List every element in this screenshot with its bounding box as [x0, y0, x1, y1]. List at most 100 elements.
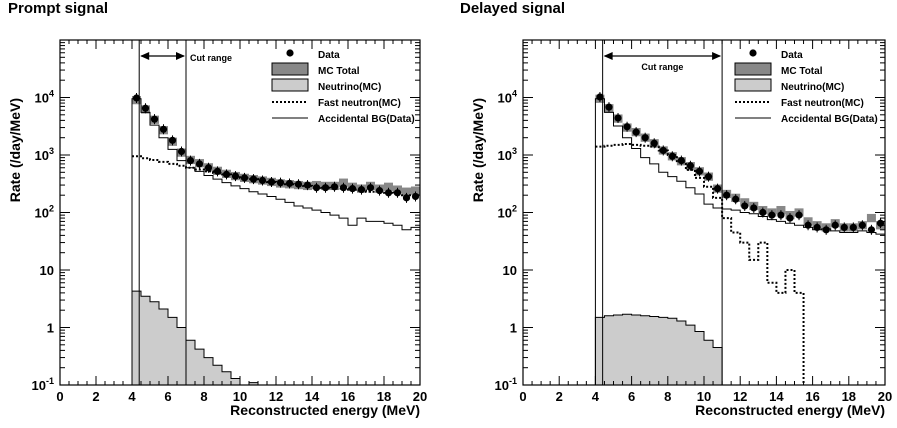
y-tick-exponent: 2 — [49, 204, 54, 214]
legend-data-marker — [286, 49, 294, 57]
cut-range-arrowhead-left — [140, 52, 150, 60]
accidental-bg-histogram — [594, 98, 885, 385]
x-tick-label: 12 — [733, 389, 747, 404]
mc-total-bin — [384, 182, 393, 191]
y-tick-exponent: 2 — [512, 204, 517, 214]
x-axis-title: Reconstructed energy (MeV) — [230, 402, 420, 418]
data-point — [632, 128, 640, 136]
data-series — [596, 92, 885, 235]
y-tick-label: 104 — [35, 89, 54, 106]
data-point — [840, 223, 848, 232]
data-point — [285, 179, 294, 188]
data-point — [623, 123, 631, 131]
legend-label: Neutrino(MC) — [318, 82, 381, 93]
y-tick-base: 10 — [40, 263, 54, 278]
x-tick-label: 10 — [697, 389, 711, 404]
x-tick-label: 6 — [164, 389, 171, 404]
y-tick-base: 1 — [510, 321, 517, 336]
data-point — [813, 223, 821, 232]
legend-label: MC Total — [781, 66, 823, 77]
y-tick-base: 10 — [498, 206, 512, 221]
data-series — [132, 93, 420, 203]
data-point — [695, 167, 704, 175]
legend-neutrino-swatch — [734, 78, 772, 92]
x-tick-label: 20 — [413, 389, 427, 404]
x-tick-label: 6 — [628, 389, 635, 404]
x-tick-label: 0 — [519, 389, 526, 404]
neutrino-mc-histogram — [594, 313, 723, 386]
data-point — [348, 185, 357, 193]
y-tick-base: 10 — [503, 263, 517, 278]
data-point — [858, 221, 866, 229]
y-tick-base: 10 — [495, 378, 509, 393]
data-point — [831, 221, 839, 229]
data-point — [303, 181, 312, 189]
data-point — [411, 192, 420, 201]
y-tick-label: 1 — [47, 321, 54, 336]
cut-range-arrowhead-right — [176, 52, 185, 60]
neutrino-mc-histogram — [131, 290, 276, 386]
y-tick-label: 10-1 — [32, 376, 54, 393]
x-axis-title: Reconstructed energy (MeV) — [695, 402, 885, 418]
data-point — [641, 134, 649, 142]
y-tick-base: 10 — [35, 91, 49, 106]
legend-label: MC Total — [318, 66, 360, 77]
y-tick-exponent: 3 — [512, 146, 517, 156]
y-tick-exponent: -1 — [509, 376, 517, 386]
data-point — [294, 180, 303, 188]
data-point — [402, 194, 411, 202]
data-point — [668, 152, 676, 160]
data-point — [339, 184, 348, 192]
mc-total-series — [132, 95, 420, 196]
x-tick-label: 14 — [305, 389, 320, 404]
x-tick-label: 18 — [377, 389, 391, 404]
y-tick-label: 103 — [35, 146, 54, 163]
data-point — [249, 175, 258, 183]
data-point — [168, 136, 177, 144]
data-point — [231, 172, 240, 180]
data-point — [141, 104, 150, 112]
y-tick-base: 10 — [32, 378, 46, 393]
data-point — [849, 223, 857, 232]
data-point — [150, 115, 159, 123]
x-tick-label: 8 — [664, 389, 671, 404]
data-point — [132, 94, 141, 102]
data-point — [795, 211, 803, 219]
y-axis-title: Rate (/day/MeV) — [470, 98, 486, 202]
data-point — [177, 147, 186, 156]
x-tick-label: 2 — [556, 389, 563, 404]
legend: Data MC Total Neutrino(MC) Fast neutron(MC)… — [271, 49, 415, 125]
data-point — [804, 221, 812, 229]
y-tick-base: 10 — [498, 91, 512, 106]
data-point — [686, 162, 695, 170]
y-tick-base: 10 — [35, 148, 49, 163]
cut-range-label: Cut range — [190, 53, 232, 63]
data-point — [312, 184, 321, 192]
x-tick-label: 18 — [842, 389, 856, 404]
data-point — [750, 204, 758, 212]
mc-total-bin — [339, 178, 348, 187]
legend-label: Accidental BG(Data) — [781, 114, 878, 125]
y-tick-label: 10-1 — [495, 376, 517, 393]
data-point — [713, 185, 722, 193]
y-axis-title: Rate (/day/MeV) — [7, 98, 23, 202]
delayed-panel-title: Delayed signal — [460, 0, 566, 17]
data-point — [375, 187, 384, 195]
data-point — [723, 191, 731, 199]
data-point — [659, 146, 667, 155]
data-point — [384, 189, 393, 197]
legend-label: Data — [781, 50, 803, 61]
x-tick-label: 4 — [128, 389, 136, 404]
legend-label: Neutrino(MC) — [781, 82, 844, 93]
data-point — [366, 184, 375, 192]
accidental-bg-histogram — [131, 98, 420, 385]
data-point — [393, 189, 402, 197]
data-point — [357, 186, 366, 194]
data-point — [605, 103, 613, 111]
cut-range-arrowhead-right — [712, 52, 722, 60]
x-tick-label: 0 — [56, 389, 63, 404]
data-point — [204, 164, 213, 172]
